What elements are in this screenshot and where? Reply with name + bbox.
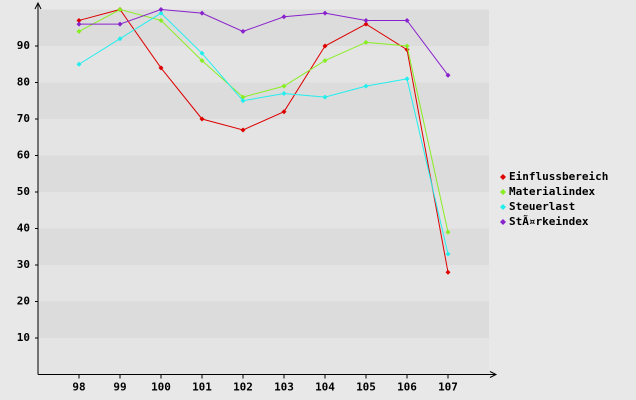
point-marker [363,21,369,27]
y-tick-label: 80 [17,76,30,89]
grid-band [38,46,489,83]
point-marker [158,10,164,16]
grid-band [38,338,489,375]
point-marker [117,21,123,27]
point-marker [281,90,287,96]
point-marker [76,28,82,34]
grid-band [38,228,489,265]
point-marker [76,21,82,27]
point-marker [281,109,287,115]
legend-label: Einflussbereich [509,170,608,183]
point-marker [445,229,451,235]
point-marker [199,116,205,122]
point-marker [199,50,205,56]
legend-marker [500,174,506,180]
point-marker [199,58,205,64]
y-tick-label: 50 [17,185,30,198]
point-marker [158,17,164,23]
point-marker [322,43,328,49]
point-marker [281,14,287,20]
point-marker [158,7,164,12]
point-marker [363,39,369,45]
legend-label: Steuerlast [509,200,575,213]
point-marker [404,43,410,49]
series-line [78,8,449,233]
x-tick-label: 100 [151,381,171,394]
x-tick-label: 106 [397,381,417,394]
point-marker [76,17,82,23]
grid-band [38,301,489,338]
series-line [78,8,449,273]
point-marker [158,65,164,71]
point-marker [445,72,451,78]
point-marker [240,28,246,34]
series-line [79,8,449,76]
grid-band [38,192,489,229]
legend-marker [500,204,506,210]
x-tick-label: 98 [72,381,85,394]
x-tick-label: 99 [113,381,126,394]
point-marker [240,98,246,104]
point-marker [404,76,410,82]
x-tick-label: 107 [438,381,458,394]
grid-band [38,155,489,192]
legend-marker [500,219,506,225]
point-marker [240,127,246,133]
y-tick-label: 60 [17,149,30,162]
y-tick-label: 30 [17,258,30,271]
point-marker [322,58,328,64]
point-marker [76,61,82,67]
y-axis-arrow [34,1,42,10]
point-marker [445,251,451,257]
point-marker [240,94,246,100]
grid-band [38,119,489,156]
point-marker [117,36,123,42]
point-marker [199,10,205,16]
y-tick-label: 10 [17,331,30,344]
grid-band [38,9,489,46]
legend-label: Materialindex [509,185,595,198]
y-tick-label: 90 [17,39,30,52]
y-tick-label: 70 [17,112,30,125]
legend-label: StÃ¤rkeindex [509,215,589,228]
grid-band [38,265,489,302]
point-marker [322,10,328,16]
point-marker [404,17,410,23]
point-marker [322,94,328,100]
x-tick-label: 101 [192,381,212,394]
y-tick-label: 20 [17,295,30,308]
point-marker [363,17,369,23]
point-marker [445,269,451,275]
point-marker [117,7,123,12]
legend-marker [500,189,506,195]
grid-band [38,82,489,119]
x-tick-label: 104 [315,381,335,394]
point-marker [363,83,369,89]
x-tick-label: 105 [356,381,376,394]
x-tick-label: 103 [274,381,294,394]
point-marker [281,83,287,89]
x-tick-label: 102 [233,381,253,394]
x-axis-arrow [489,371,498,378]
series-line [78,12,449,255]
y-tick-label: 40 [17,222,30,235]
